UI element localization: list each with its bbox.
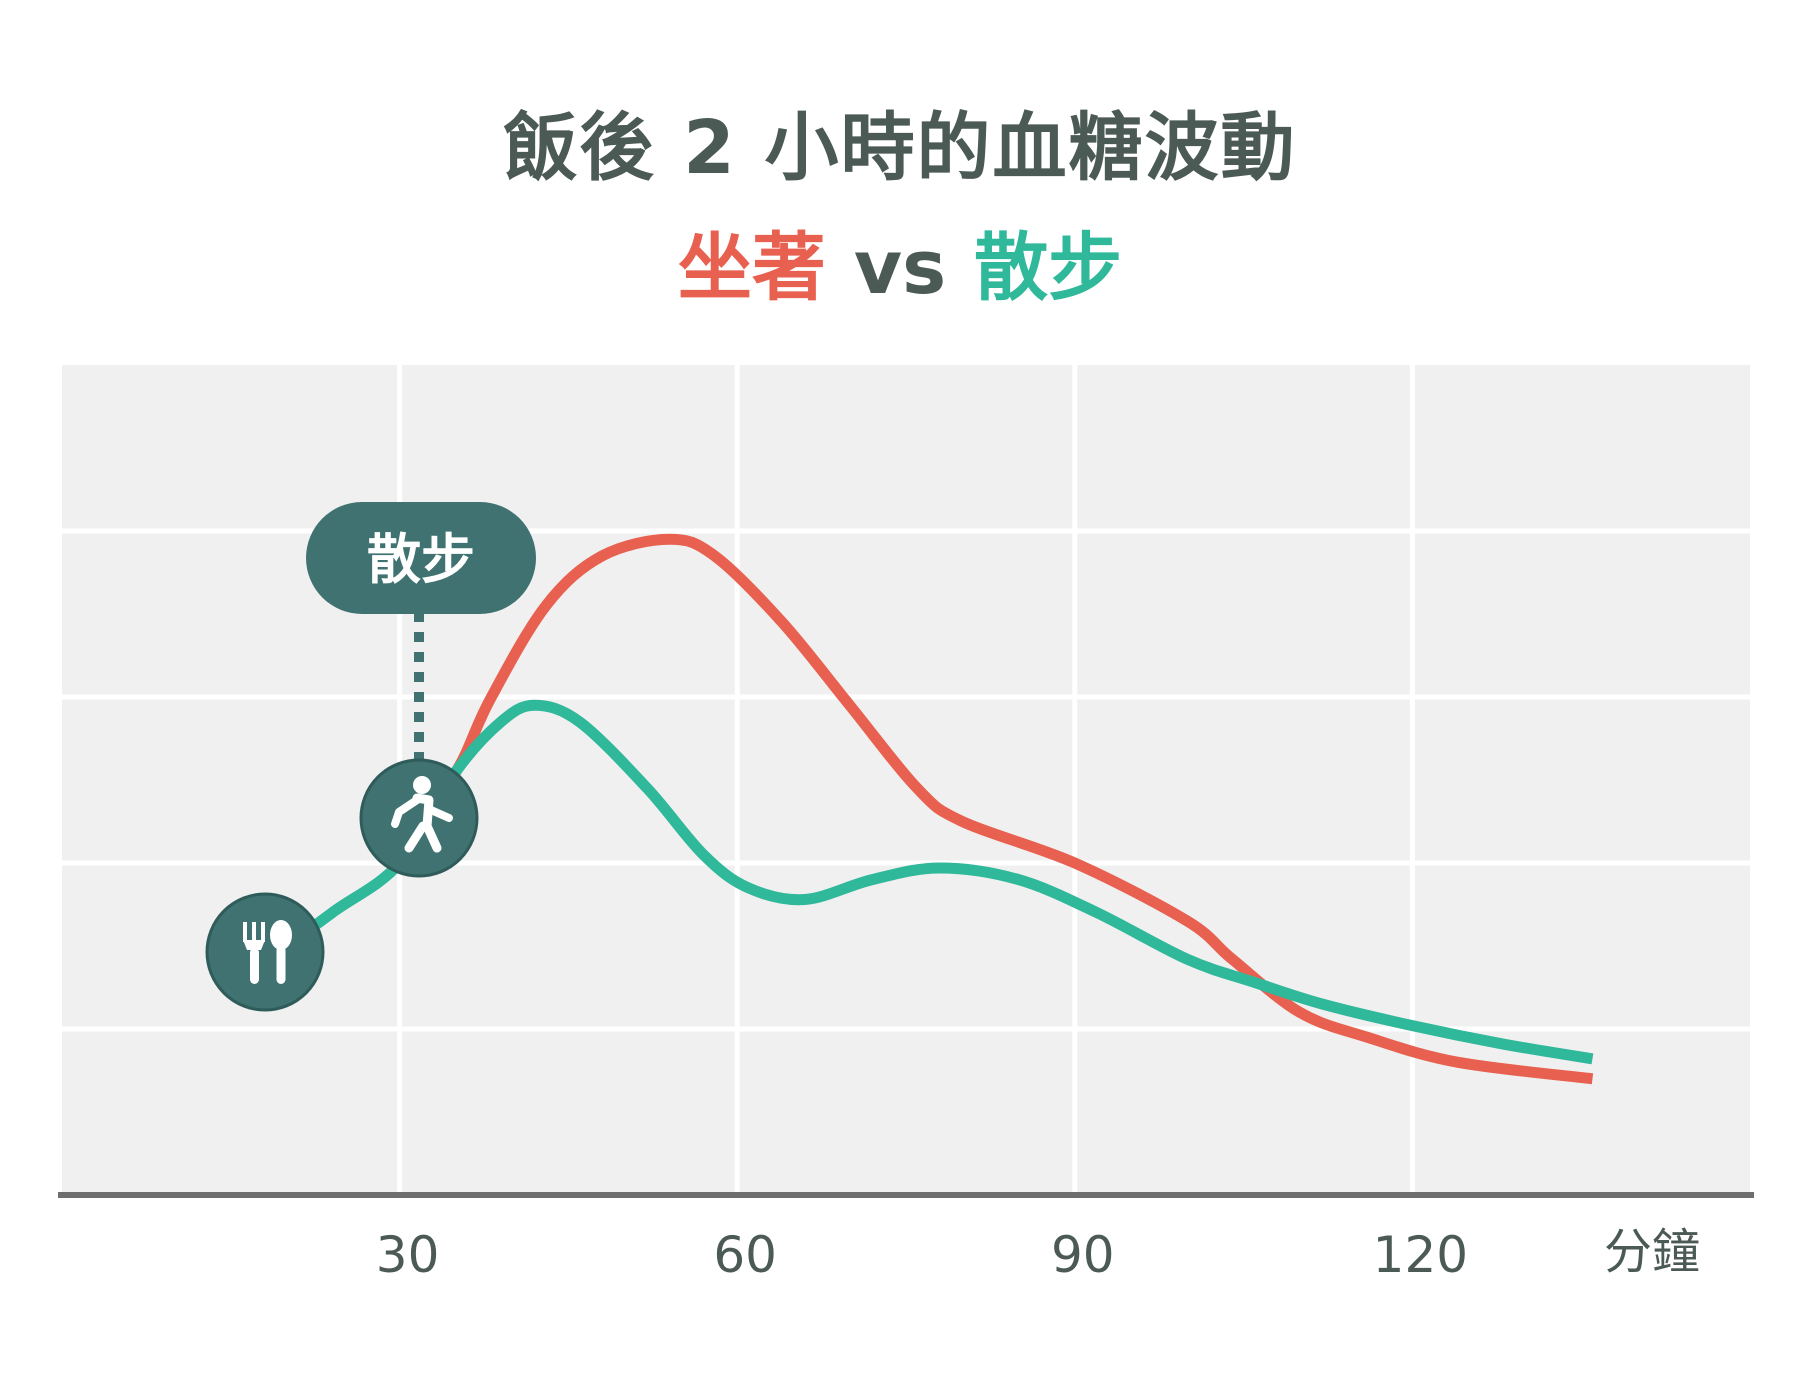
x-tick-label: 120 — [1373, 1226, 1468, 1284]
x-tick-label: 90 — [1051, 1226, 1115, 1284]
x-tick-label: 30 — [376, 1226, 440, 1284]
chart-title: 飯後 2 小時的血糖波動 — [503, 105, 1297, 191]
x-tick-label: 60 — [713, 1226, 777, 1284]
walking-person-icon — [359, 758, 479, 878]
series-line-sitting — [406, 533, 1594, 1085]
x-axis-unit-label: 分鐘 — [1604, 1224, 1700, 1280]
legend-vs: vs — [853, 225, 947, 311]
legend-sitting: 坐著 — [677, 225, 826, 311]
walk-label-badge: 散步 — [306, 502, 536, 614]
walk-label-text: 散步 — [367, 528, 475, 591]
legend-walking: 散步 — [974, 225, 1123, 311]
utensils-icon — [205, 892, 325, 1012]
x-axis: 30 60 90 120 分鐘 — [58, 1192, 1754, 1284]
chart-subtitle: 坐著 vs 散步 — [0, 208, 1800, 315]
